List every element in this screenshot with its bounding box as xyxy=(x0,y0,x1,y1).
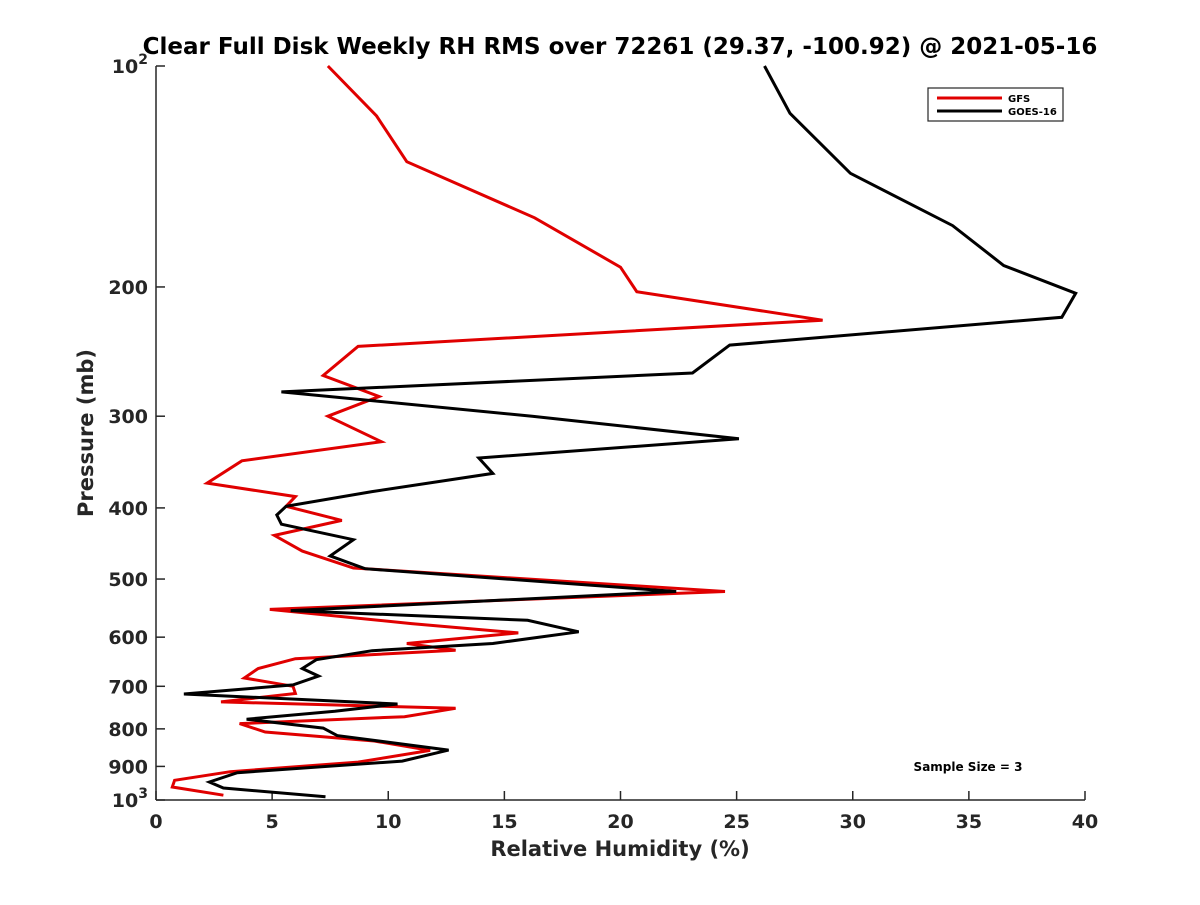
y-axis-label: Pressure (mb) xyxy=(74,349,98,517)
x-axis-label: Relative Humidity (%) xyxy=(490,837,749,861)
legend-box xyxy=(927,87,1064,122)
x-tick-label: 40 xyxy=(1072,811,1098,833)
y-tick-label: 500 xyxy=(108,569,148,591)
legend: GFS GOES-16 xyxy=(927,87,1064,122)
x-tick-label: 35 xyxy=(956,811,982,833)
x-tick-label: 10 xyxy=(375,811,401,833)
y-tick-label: 300 xyxy=(108,406,148,428)
x-tick-label: 20 xyxy=(607,811,633,833)
series-line-gfs xyxy=(170,64,823,797)
sample-size-annotation: Sample Size = 3 xyxy=(914,760,1023,774)
y-tick-label: 200 xyxy=(108,277,148,299)
y-tick-label: 900 xyxy=(108,756,148,778)
x-tick-label: 5 xyxy=(266,811,279,833)
y-tick-label: 103 xyxy=(112,786,148,812)
y-tick-label: 800 xyxy=(108,719,148,741)
x-tick-label: 15 xyxy=(491,811,517,833)
y-tick-label: 102 xyxy=(112,52,148,78)
legend-label: GFS xyxy=(1008,94,1030,105)
x-tick-label: 30 xyxy=(840,811,866,833)
series-layer xyxy=(170,64,1078,799)
y-tick-label: 600 xyxy=(108,627,148,649)
series-line-goes-16 xyxy=(183,65,1078,799)
chart-title: Clear Full Disk Weekly RH RMS over 72261… xyxy=(143,34,1098,60)
legend-label: GOES-16 xyxy=(1008,107,1057,118)
y-tick-label: 400 xyxy=(108,498,148,520)
axes: 0 5 10 15 20 25 30 35 40 102 200 300 400 500 600 700 800… xyxy=(108,52,1098,833)
x-tick-label: 25 xyxy=(723,811,749,833)
y-tick-label: 700 xyxy=(108,676,148,698)
x-tick-label: 0 xyxy=(149,811,162,833)
